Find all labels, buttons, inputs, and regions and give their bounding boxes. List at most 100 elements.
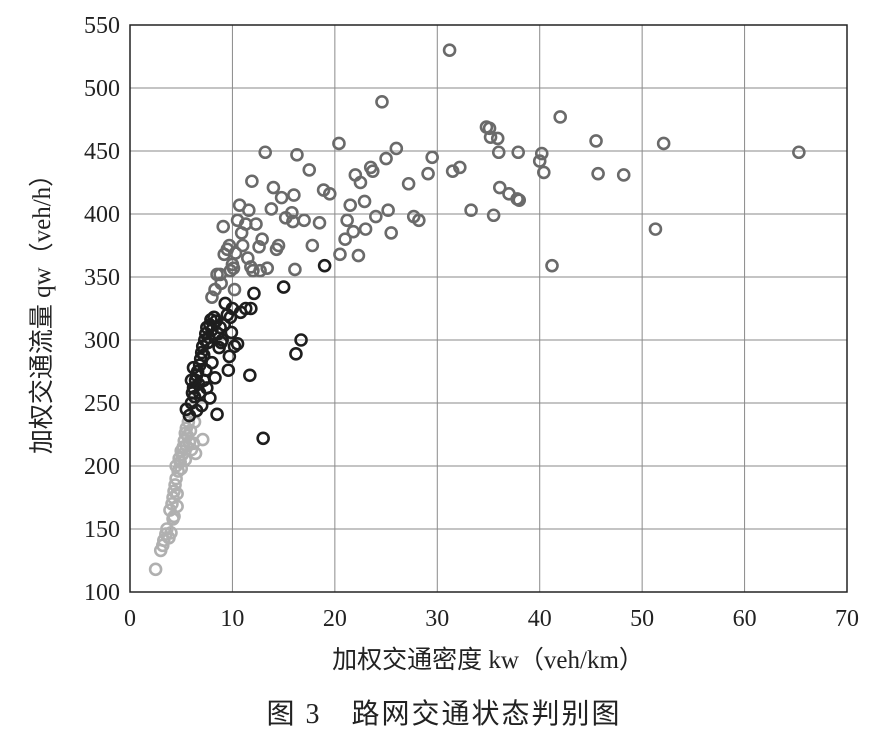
data-point xyxy=(616,168,631,182)
data-point xyxy=(389,141,404,156)
data-point xyxy=(511,145,526,160)
data-point xyxy=(228,246,243,260)
data-point xyxy=(189,403,204,418)
x-tick-label: 30 xyxy=(425,606,449,632)
data-points xyxy=(148,43,806,577)
data-point xyxy=(214,276,228,291)
data-point xyxy=(317,258,332,273)
data-point xyxy=(492,180,507,195)
data-point xyxy=(222,349,237,364)
y-tick-label: 500 xyxy=(84,76,120,102)
data-point xyxy=(288,262,302,277)
data-point xyxy=(243,368,257,383)
data-point xyxy=(401,176,416,191)
data-point xyxy=(210,407,224,422)
data-point xyxy=(591,166,605,181)
x-tick-label: 60 xyxy=(733,606,757,632)
data-point xyxy=(179,439,194,453)
data-point xyxy=(276,280,291,294)
x-tick-label: 70 xyxy=(835,606,859,632)
grid-lines xyxy=(130,25,847,592)
data-point xyxy=(442,43,457,58)
y-tick-label: 550 xyxy=(84,13,120,39)
data-point xyxy=(148,562,163,577)
data-point xyxy=(792,145,806,160)
data-point xyxy=(483,130,498,144)
data-point xyxy=(425,150,439,165)
data-point xyxy=(255,232,269,246)
data-point xyxy=(274,190,289,205)
data-point xyxy=(169,471,183,486)
x-tick-label: 40 xyxy=(528,606,552,632)
data-point xyxy=(302,163,317,177)
data-point xyxy=(258,145,273,160)
data-point xyxy=(230,336,245,351)
data-point xyxy=(181,415,196,429)
data-point xyxy=(369,209,383,224)
data-point xyxy=(553,110,568,124)
data-point xyxy=(196,348,211,362)
data-point xyxy=(164,525,178,540)
data-point xyxy=(168,478,182,492)
data-point xyxy=(534,146,549,161)
y-tick-label: 400 xyxy=(84,202,120,228)
data-point xyxy=(656,136,671,151)
data-point xyxy=(245,174,259,189)
data-point xyxy=(305,238,320,253)
data-point xyxy=(537,165,551,180)
data-point xyxy=(221,363,236,378)
data-point xyxy=(357,194,372,209)
data-point xyxy=(464,203,478,218)
data-point xyxy=(490,131,505,146)
data-point xyxy=(247,286,261,301)
data-point xyxy=(224,325,239,340)
data-point xyxy=(223,310,238,325)
y-tick-label: 350 xyxy=(84,265,120,291)
data-point xyxy=(260,261,275,275)
data-point xyxy=(421,166,435,181)
y-tick-label: 250 xyxy=(84,391,120,417)
data-point xyxy=(532,154,547,168)
data-point xyxy=(340,213,354,228)
data-point xyxy=(195,432,210,447)
data-point xyxy=(375,95,389,109)
data-point xyxy=(332,136,346,151)
data-point xyxy=(287,188,301,202)
data-point xyxy=(216,219,231,234)
data-point xyxy=(346,224,361,239)
data-point xyxy=(322,187,337,201)
x-axis-title: 加权交通密度 kw（veh/km） xyxy=(332,646,644,674)
data-point xyxy=(252,239,266,254)
data-point xyxy=(233,305,248,320)
data-point xyxy=(186,360,201,375)
data-point xyxy=(343,198,358,212)
data-point xyxy=(266,180,281,195)
data-point xyxy=(365,164,380,178)
data-point xyxy=(482,121,497,136)
data-point xyxy=(246,263,260,278)
data-point xyxy=(486,208,501,223)
x-tick-label: 10 xyxy=(220,606,244,632)
data-point xyxy=(312,216,327,230)
data-point xyxy=(491,145,506,160)
data-point xyxy=(213,267,227,282)
data-point xyxy=(192,386,207,400)
data-point xyxy=(264,202,279,216)
x-tick-label: 50 xyxy=(630,606,654,632)
data-point xyxy=(170,486,184,501)
data-point xyxy=(166,512,180,526)
y-tick-labels: 100 150 200 250 300 350 400 450 500 550 xyxy=(84,13,120,606)
data-point xyxy=(358,222,373,236)
plot-frame xyxy=(129,24,848,593)
y-tick-label: 200 xyxy=(84,454,120,480)
data-point xyxy=(445,164,460,178)
data-point xyxy=(174,461,189,476)
x-tick-label: 0 xyxy=(124,606,136,632)
y-tick-label: 450 xyxy=(84,139,120,165)
data-point xyxy=(226,261,241,275)
data-point xyxy=(290,147,304,162)
data-point xyxy=(648,222,663,236)
data-point xyxy=(235,238,250,253)
figure-caption: 图 3 路网交通状态判别图 xyxy=(266,698,621,730)
